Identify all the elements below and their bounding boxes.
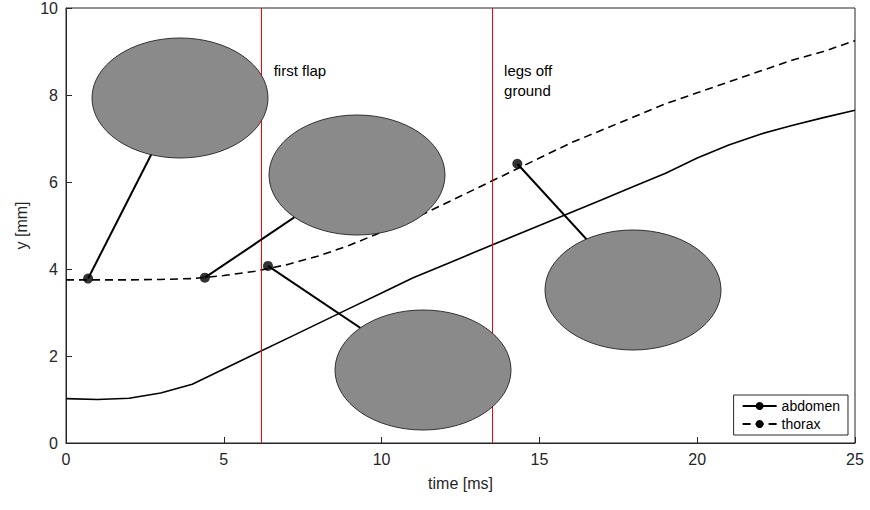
svg-text:8: 8 [49,87,58,104]
svg-text:5: 5 [219,451,228,468]
svg-text:10: 10 [40,0,58,17]
svg-text:legs off: legs off [504,62,556,79]
svg-text:20: 20 [688,451,706,468]
svg-text:abdomen: abdomen [782,398,840,414]
svg-text:4: 4 [49,261,58,278]
svg-text:10: 10 [373,451,391,468]
svg-text:time [ms]: time [ms] [428,475,493,492]
svg-text:25: 25 [846,451,864,468]
svg-text:15: 15 [531,451,549,468]
svg-text:0: 0 [49,435,58,452]
svg-text:thorax: thorax [782,416,821,432]
svg-text:y [mm]: y [mm] [13,202,30,250]
svg-text:6: 6 [49,174,58,191]
svg-text:2: 2 [49,348,58,365]
svg-text:first flap: first flap [274,62,327,79]
svg-text:0: 0 [62,451,71,468]
svg-text:ground: ground [504,82,551,99]
